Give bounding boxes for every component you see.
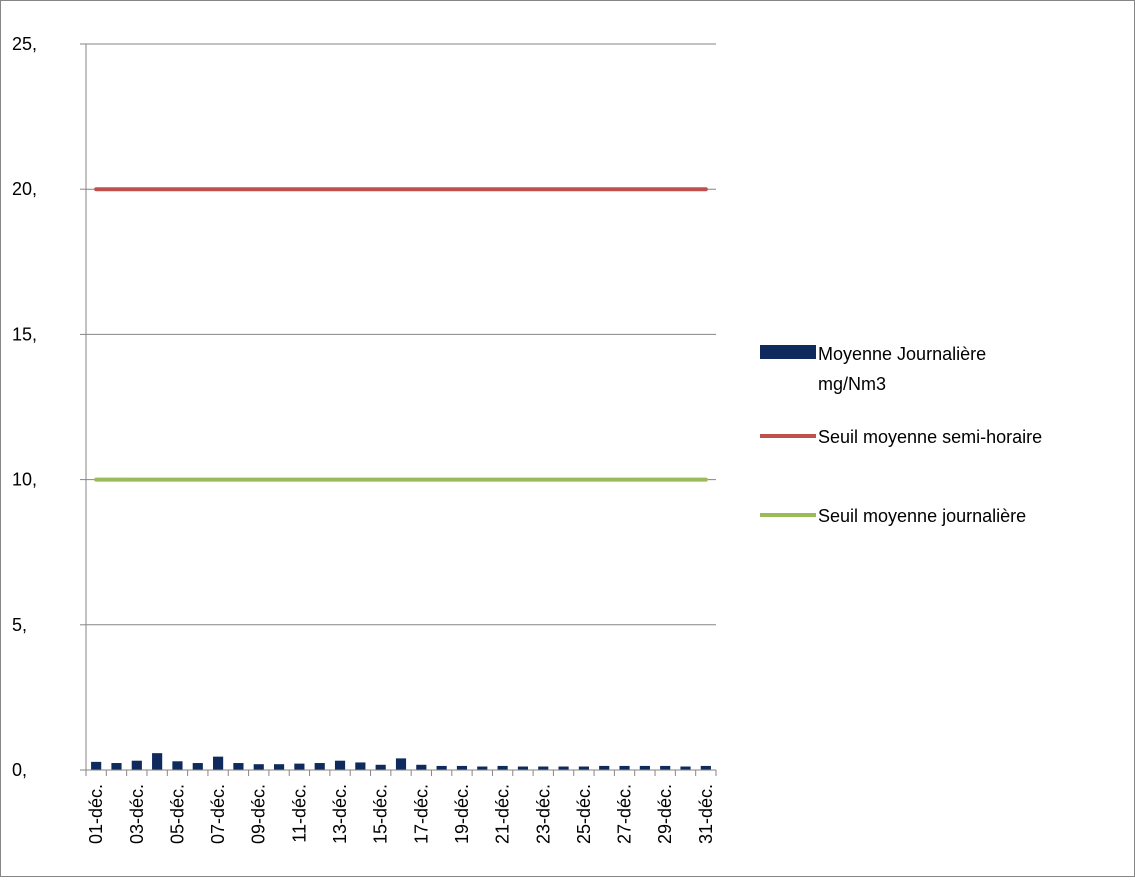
bar [680,766,691,770]
x-tick-label: 07-déc. [208,784,228,844]
bar [273,764,285,770]
x-tick-label: 03-déc. [127,784,147,844]
bar [172,761,183,770]
bar [355,762,366,770]
bar [314,763,325,770]
legend: Moyenne Journalière mg/Nm3 Seuil moyenne s… [760,344,1042,526]
bar [111,763,122,770]
bar [416,764,427,770]
legend-label: Moyenne Journalière [818,344,986,364]
y-tick-labels: 0, 5, 10, 15, 20, 25, [12,34,37,780]
legend-label: mg/Nm3 [818,374,886,394]
bar [253,764,264,770]
x-tick-label: 11-déc. [289,784,309,843]
bar [497,765,508,770]
bar [558,766,569,770]
x-tick-label: 21-déc. [493,784,513,844]
bar [700,765,711,770]
bar [131,760,142,770]
legend-label: Seuil moyenne semi-horaire [818,427,1042,447]
x-tick-labels: 01-déc. 03-déc. 05-déc. 07-déc. 09-déc. 11-dé… [86,784,716,844]
bar [334,760,346,770]
bar [436,765,447,770]
bar [152,753,163,770]
bar [395,758,407,770]
y-tick-label: 15, [12,324,37,344]
bar-series [91,753,711,770]
bar [538,766,549,770]
x-tick-label: 13-déc. [330,784,350,844]
x-tick-label: 05-déc. [167,784,187,844]
bar [477,766,488,770]
bar [192,763,203,770]
x-tick-label: 19-déc. [452,784,472,844]
bar [294,763,305,770]
threshold-lines [94,187,708,482]
bar [213,756,224,770]
bar [233,763,244,770]
y-tick-label: 10, [12,470,37,490]
bar [375,764,386,770]
bar [578,766,589,770]
bar [517,766,529,770]
x-tick-label: 15-déc. [371,784,391,844]
bar [91,761,102,770]
x-tick-label: 17-déc. [411,784,431,844]
x-tick-label: 01-déc. [86,784,106,844]
axes [80,43,717,776]
y-tick-label: 5, [12,615,27,635]
legend-label: Seuil moyenne journalière [818,506,1026,526]
bar [619,765,630,770]
x-tick-label: 31-déc. [696,784,716,844]
y-tick-label: 0, [12,760,27,780]
bar [639,765,650,770]
bar [456,765,468,770]
bar [599,765,610,770]
y-tick-label: 20, [12,179,37,199]
y-tick-label: 25, [12,34,37,54]
x-tick-label: 27-déc. [615,784,635,844]
x-tick-label: 25-déc. [574,784,594,844]
legend-marker-bar [760,345,816,359]
x-tick-label: 09-déc. [249,784,269,844]
x-tick-label: 29-déc. [655,784,675,844]
x-tick-label: 23-déc. [533,784,553,844]
bar [660,765,671,770]
